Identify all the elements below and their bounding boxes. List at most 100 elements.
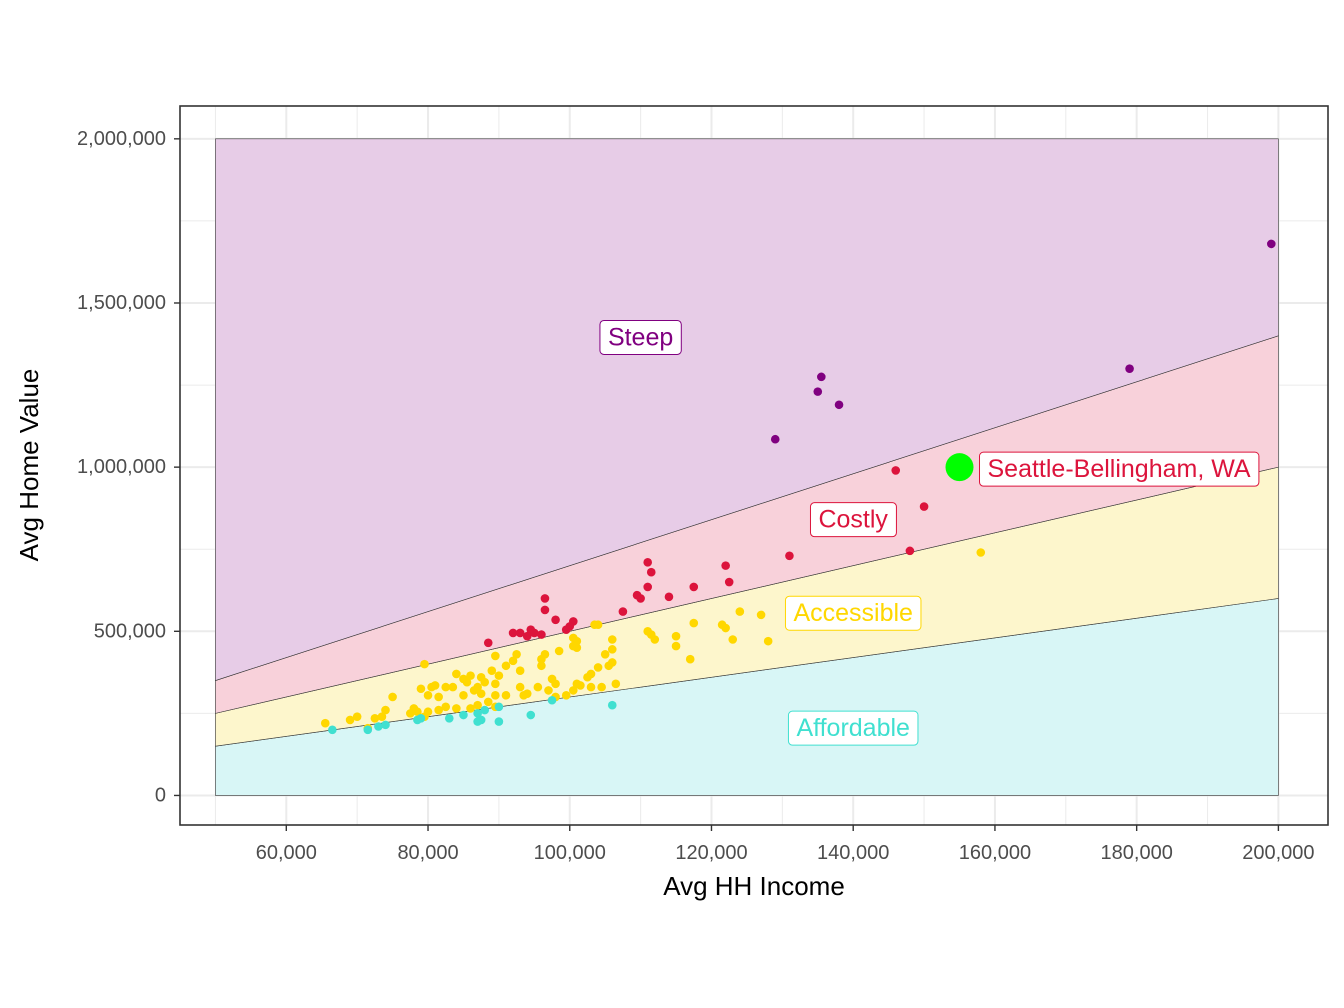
point-accessible — [689, 618, 699, 628]
point-accessible — [544, 686, 553, 695]
band-layer — [215, 138, 1279, 796]
point-accessible — [487, 666, 497, 675]
x-axis-title: Avg HH Income — [663, 871, 845, 901]
point-accessible — [476, 689, 486, 698]
point-accessible — [448, 682, 458, 692]
point-costly — [618, 607, 628, 616]
point-costly — [537, 630, 546, 639]
point-costly — [721, 561, 730, 570]
point-accessible — [721, 623, 730, 633]
point-accessible — [480, 677, 490, 687]
point-accessible — [572, 643, 582, 653]
x-tick-label: 160,000 — [959, 842, 1031, 864]
y-tick-label: 1,500,000 — [77, 292, 166, 314]
point-affordable — [374, 722, 383, 731]
band-label-accessible: Accessible — [784, 595, 922, 631]
point-costly — [919, 502, 929, 511]
point-accessible — [515, 682, 525, 692]
point-accessible — [370, 713, 380, 723]
highlight-label-text: Seattle-Bellingham, WA — [988, 455, 1251, 483]
point-accessible — [452, 704, 461, 713]
point-accessible — [423, 691, 433, 700]
point-accessible — [434, 705, 443, 715]
point-accessible — [469, 686, 479, 695]
point-accessible — [406, 709, 415, 718]
point-steep — [834, 400, 844, 410]
point-accessible — [561, 691, 571, 700]
point-costly — [530, 628, 539, 638]
point-affordable — [473, 709, 482, 718]
point-accessible — [501, 661, 511, 671]
point-costly — [551, 615, 560, 625]
point-affordable — [328, 725, 337, 735]
point-affordable — [416, 713, 426, 723]
point-accessible — [423, 707, 433, 717]
x-tick-label: 120,000 — [675, 842, 747, 864]
point-accessible — [728, 635, 738, 644]
highlight-point — [945, 453, 974, 482]
point-accessible — [586, 682, 596, 692]
point-accessible — [607, 635, 617, 644]
point-accessible — [551, 679, 560, 689]
band-label-steep-text: Steep — [608, 323, 673, 351]
point-steep — [817, 372, 826, 382]
point-accessible — [508, 656, 518, 666]
point-costly — [540, 605, 550, 615]
y-tick-label: 2,000,000 — [77, 128, 166, 150]
point-accessible — [462, 677, 472, 687]
point-affordable — [547, 695, 557, 705]
point-costly — [632, 590, 642, 600]
x-tick-label: 100,000 — [534, 842, 606, 864]
point-costly — [724, 577, 734, 587]
x-tick-label: 80,000 — [397, 842, 458, 864]
point-accessible — [576, 681, 585, 690]
point-accessible — [515, 666, 525, 675]
point-accessible — [501, 691, 511, 700]
panel-border — [179, 105, 1329, 826]
point-costly — [643, 582, 653, 592]
point-accessible — [735, 607, 745, 616]
point-costly — [905, 546, 915, 556]
point-accessible — [388, 692, 397, 702]
point-accessible — [413, 707, 422, 717]
point-accessible — [593, 620, 603, 630]
point-accessible — [763, 636, 773, 646]
point-accessible — [568, 686, 578, 695]
band-label-steep: Steep — [599, 319, 682, 355]
point-steep — [813, 387, 823, 396]
point-affordable — [494, 717, 504, 726]
point-affordable — [473, 717, 482, 726]
band-label-affordable-box — [787, 710, 919, 746]
x-tick-label: 140,000 — [817, 842, 889, 864]
point-accessible — [976, 548, 986, 557]
y-tick-label: 0 — [155, 784, 166, 806]
point-steep — [1125, 364, 1134, 373]
point-accessible — [607, 645, 617, 654]
point-costly — [646, 567, 656, 577]
point-accessible — [494, 671, 504, 680]
point-accessible — [491, 651, 500, 661]
x-tick-label: 60,000 — [256, 842, 317, 864]
point-accessible — [650, 635, 660, 644]
point-accessible — [512, 649, 521, 659]
point-accessible — [671, 631, 681, 641]
point-accessible — [583, 672, 592, 682]
highlight-label: Seattle-Bellingham, WA — [979, 451, 1260, 487]
point-affordable — [363, 725, 373, 735]
point-costly — [483, 638, 493, 648]
band-label-accessible-text: Accessible — [793, 599, 913, 627]
point-steep — [770, 434, 780, 444]
point-costly — [891, 466, 901, 475]
point-accessible — [452, 669, 461, 679]
label-layer: Affordable Accessible Costly Steep Seattle-B… — [599, 319, 1260, 746]
point-accessible — [345, 715, 355, 725]
band-label-costly: Costly — [809, 502, 897, 538]
point-accessible — [554, 646, 564, 656]
point-accessible — [600, 649, 610, 659]
point-accessible — [320, 718, 330, 728]
point-accessible — [685, 654, 695, 664]
point-accessible — [473, 700, 482, 710]
point-accessible — [593, 663, 603, 672]
point-costly — [540, 594, 550, 603]
